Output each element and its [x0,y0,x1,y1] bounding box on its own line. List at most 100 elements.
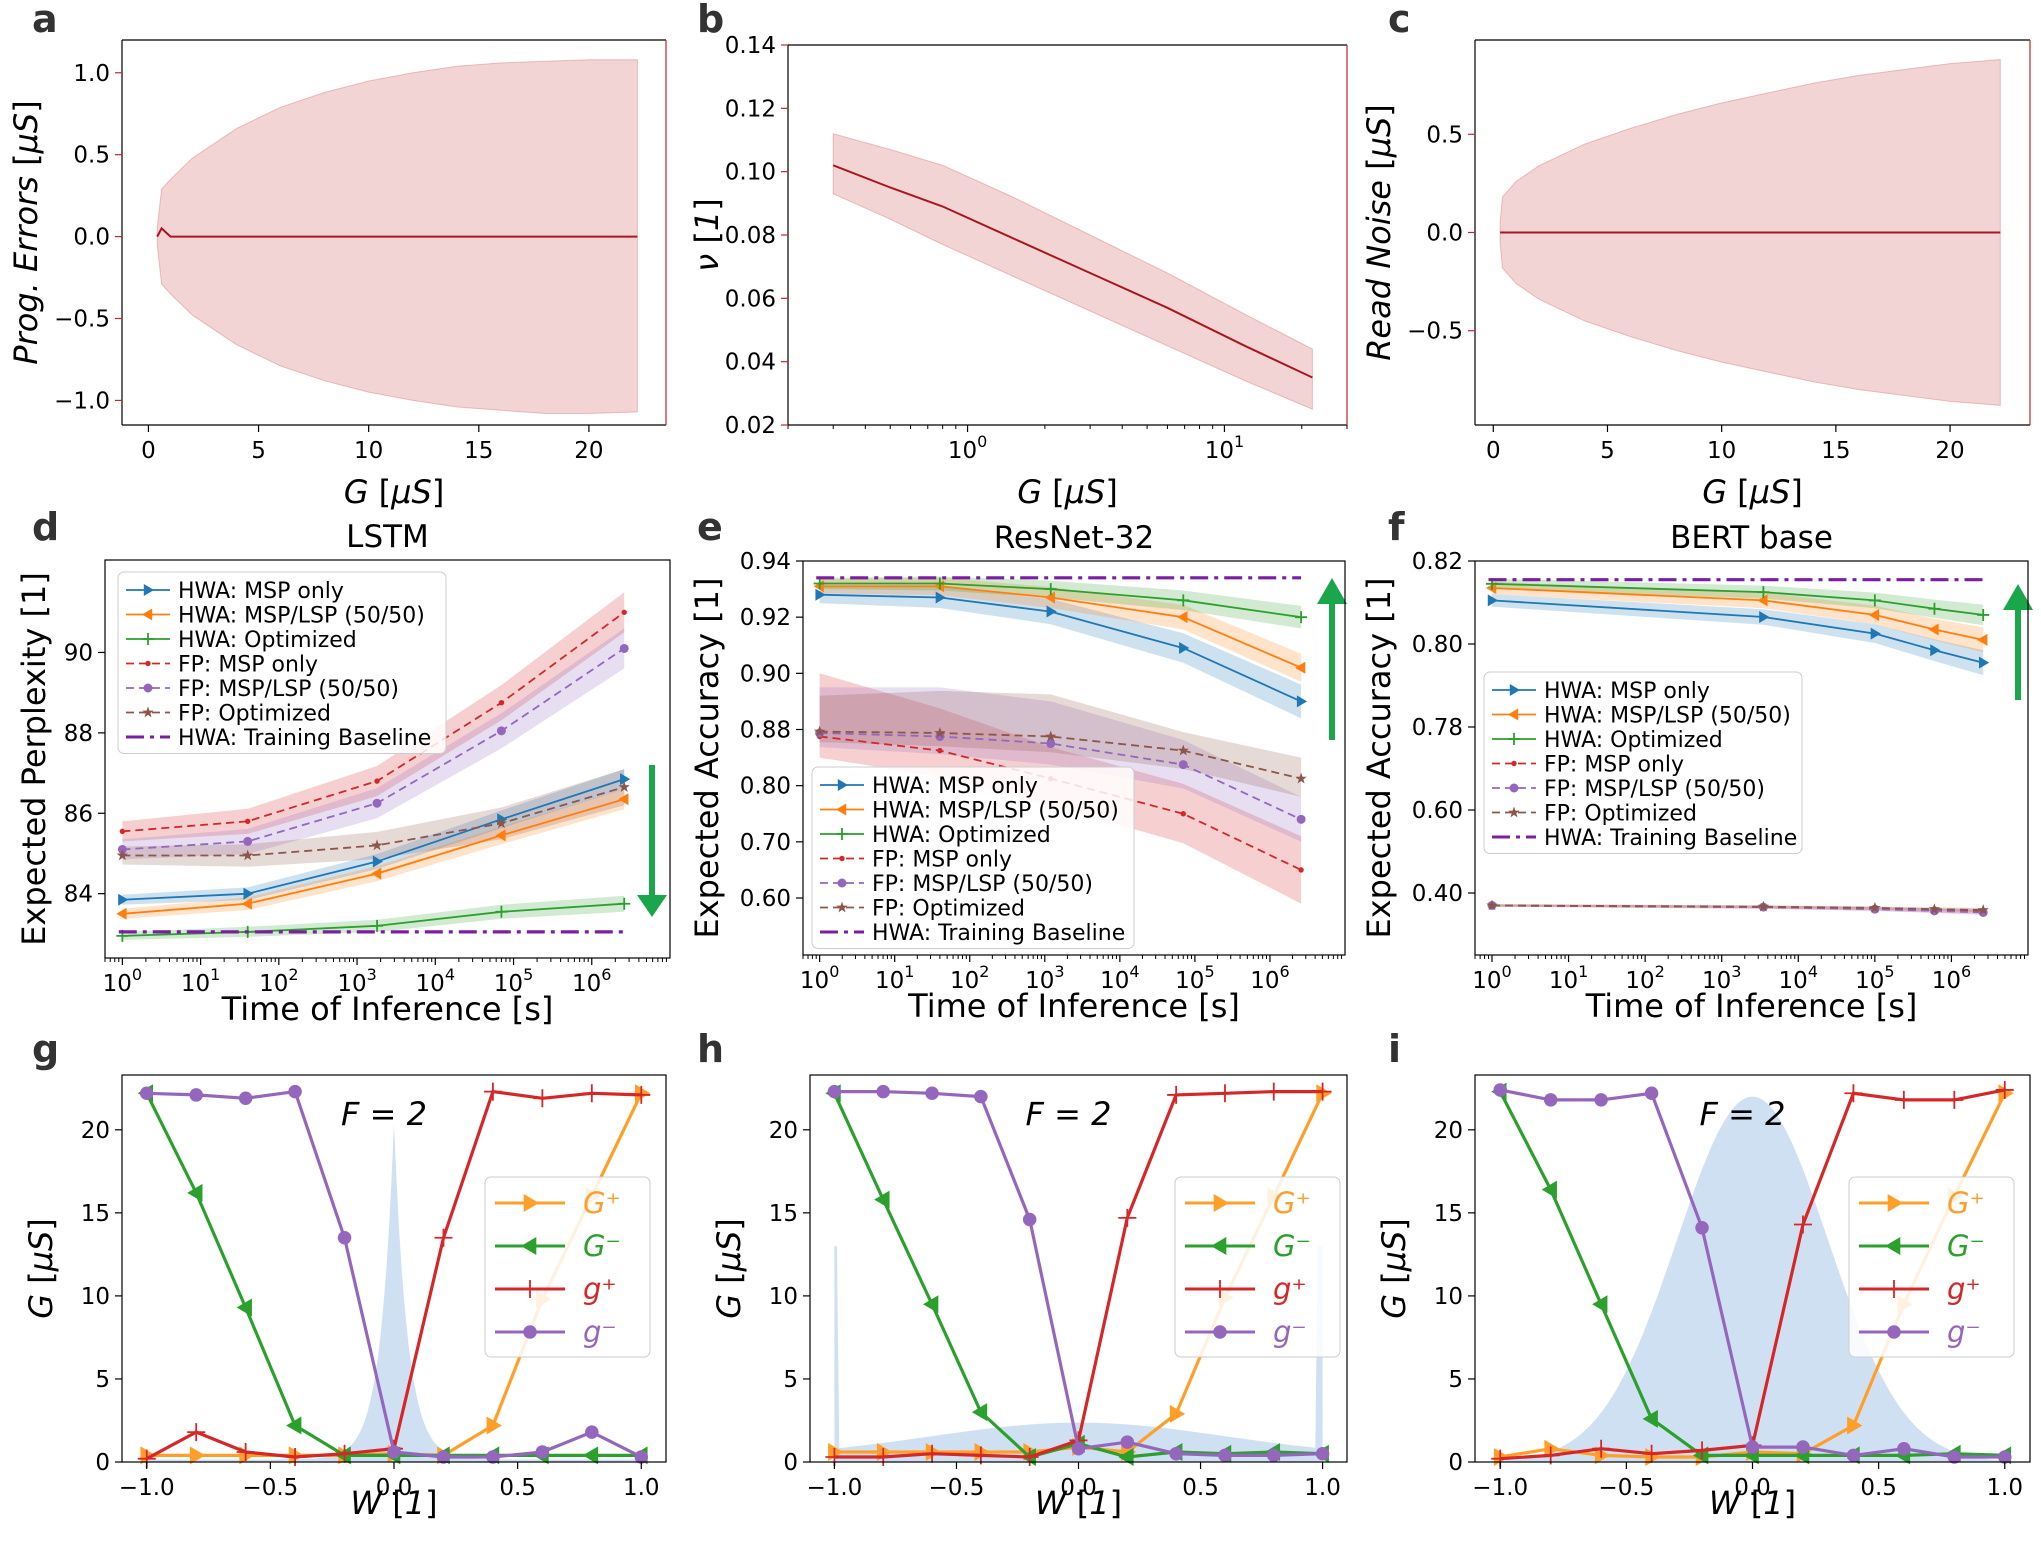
marker-triangle-left [1508,708,1519,721]
x-tick-label: 101 [875,962,914,994]
marker-triangle-left [1868,608,1880,621]
marker-circle [1543,1093,1558,1107]
x-tick-label: 0.5 [499,1475,536,1501]
marker-circle [1022,1212,1037,1227]
marker-circle [1169,1446,1183,1461]
legend-box [811,766,1135,949]
y-tick-label: 15 [769,1201,798,1227]
x-tick-label: −1.0 [806,1475,862,1501]
x-tick-label: 0.0 [1734,1475,1771,1501]
marker-circle [1218,1448,1232,1463]
legend-label: FP: MSP/LSP (50/50) [872,872,1093,897]
series-line [819,730,1302,780]
series-hwa-optimized [1485,577,1990,621]
legend-label: HWA: MSP only [178,579,344,604]
legend-label: FP: MSP only [872,848,1012,873]
marker-triangle-right [523,1194,539,1212]
series-hwa-msp-lsp-50-50- [813,580,1306,674]
panel-letter: a [32,0,58,41]
legend-label: FP: MSP/LSP (50/50) [1544,777,1765,802]
marker-circle [1846,1448,1861,1463]
marker-triangle-right [1759,611,1770,624]
marker-plus [1844,1084,1863,1103]
marker-circle [1695,1221,1709,1235]
marker-triangle-right [1296,695,1308,708]
x-tick-label: 0 [141,438,156,464]
legend-label: g⁻ [583,1315,617,1349]
marker-star [1508,806,1520,818]
marker-triangle-right [143,584,154,596]
marker-triangle-right [1487,594,1498,607]
marker-star [495,817,508,829]
marker-star [1757,900,1770,912]
marker-plus [582,1084,601,1103]
legend-label: FP: Optimized [1544,802,1697,827]
marker-star [836,901,848,913]
y-tick-label: 15 [1434,1201,1463,1227]
y-tick-label: 0.5 [1426,122,1463,148]
series-band [819,690,1302,797]
marker-star [242,849,254,861]
marker-triangle-right [1316,1084,1332,1103]
legend-label: FP: MSP only [178,653,318,678]
marker-triangle-left [1295,661,1306,674]
x-tick-label: 20 [574,438,603,464]
x-tick-label: 20 [1935,438,1964,464]
marker-circle [436,1450,451,1464]
x-tick-label: 103 [1702,962,1741,994]
marker-triangle-right [1509,684,1520,696]
marker-circle [1296,814,1306,824]
plot-frame [1474,560,2029,956]
marker-plus [836,828,848,840]
legend: G⁺ G⁻ g⁺ g⁻ [1848,1176,2015,1358]
marker-star [813,725,826,737]
y-axis-label: Read Noise [µS] [1360,104,1398,361]
x-tick-label: 100 [800,962,839,994]
panel-letter: b [697,0,724,41]
x-tick-label: 100 [103,965,142,997]
series-hwa-msp-only [1487,594,1990,669]
axes-frame [1474,560,2029,956]
marker-plus [286,1448,305,1467]
y-tick-label: 0 [783,1450,798,1476]
marker-circle [1315,1446,1330,1461]
marker-star [1977,904,1989,915]
x-tick-label: 5 [1600,438,1615,464]
x-tick-label: 103 [1025,962,1064,994]
panel-letter: e [697,505,723,549]
axes-frame [802,560,1346,956]
annotation-f: F = 2 [1700,1095,1786,1133]
panel-b: b G [µS] ν [1] [688,0,1348,511]
marker-triangle-left [1977,633,1988,646]
y-tick-label: 0.88 [740,718,791,744]
y-tick-label: 0.80 [740,774,791,800]
marker-star [142,706,154,718]
panel-letter: f [1388,505,1405,549]
marker-dot [374,778,380,784]
marker-star [1177,744,1189,756]
weight-histogram [1500,1096,2005,1462]
legend-label: FP: MSP only [1544,753,1684,778]
marker-plus [1020,1448,1039,1467]
panel-title: BERT base [1670,520,1833,556]
marker-circle [974,1089,988,1104]
marker-triangle-right [1870,627,1881,640]
y-tick-label: 0.0 [73,225,110,251]
marker-dot [1180,811,1186,817]
x-tick-label: −1.0 [119,1475,175,1501]
marker-plus [1295,611,1308,624]
arrow-head [637,895,667,917]
marker-plus [1508,733,1520,745]
marker-plus [1592,1439,1611,1458]
marker-circle [1267,1448,1281,1463]
x-axis-label: G [µS] [344,473,445,511]
marker-plus [1541,1446,1560,1465]
marker-circle [535,1445,550,1459]
x-tick-label: 106 [1250,962,1289,994]
x-tick-label: 102 [259,965,298,997]
marker-circle [876,1084,890,1099]
panel-c: c G [µS] Read Noise [µS] [1360,0,2031,511]
marker-plus [923,1444,942,1463]
